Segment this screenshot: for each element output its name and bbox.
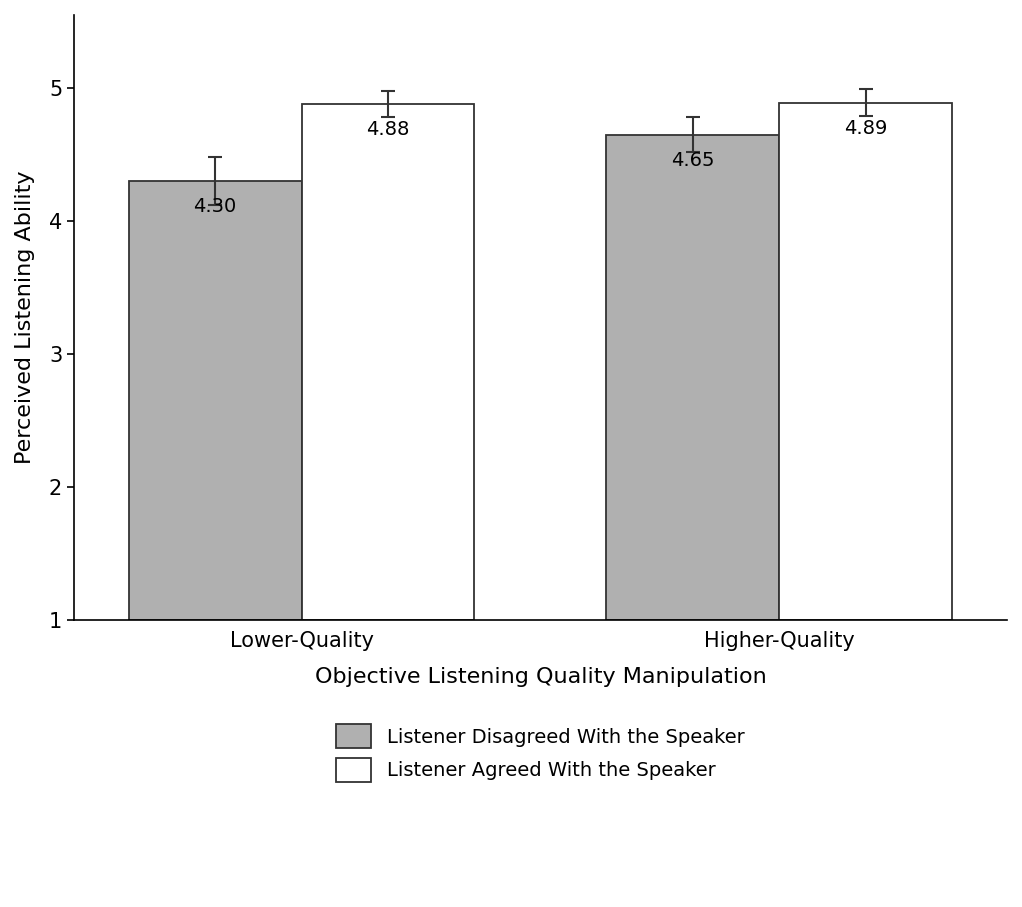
Bar	[301, 104, 474, 619]
Y-axis label: Perceived Listening Ability: Perceived Listening Ability	[15, 171, 35, 464]
Bar	[780, 102, 953, 619]
Text: 4.65: 4.65	[671, 151, 714, 170]
X-axis label: Objective Listening Quality Manipulation: Objective Listening Quality Manipulation	[315, 668, 766, 688]
Bar	[606, 134, 780, 619]
Text: 4.88: 4.88	[366, 120, 410, 139]
Text: 4.89: 4.89	[844, 119, 887, 138]
Bar	[129, 181, 301, 619]
Legend: Listener Disagreed With the Speaker, Listener Agreed With the Speaker: Listener Disagreed With the Speaker, Lis…	[327, 715, 754, 791]
Text: 4.30: 4.30	[193, 197, 237, 216]
